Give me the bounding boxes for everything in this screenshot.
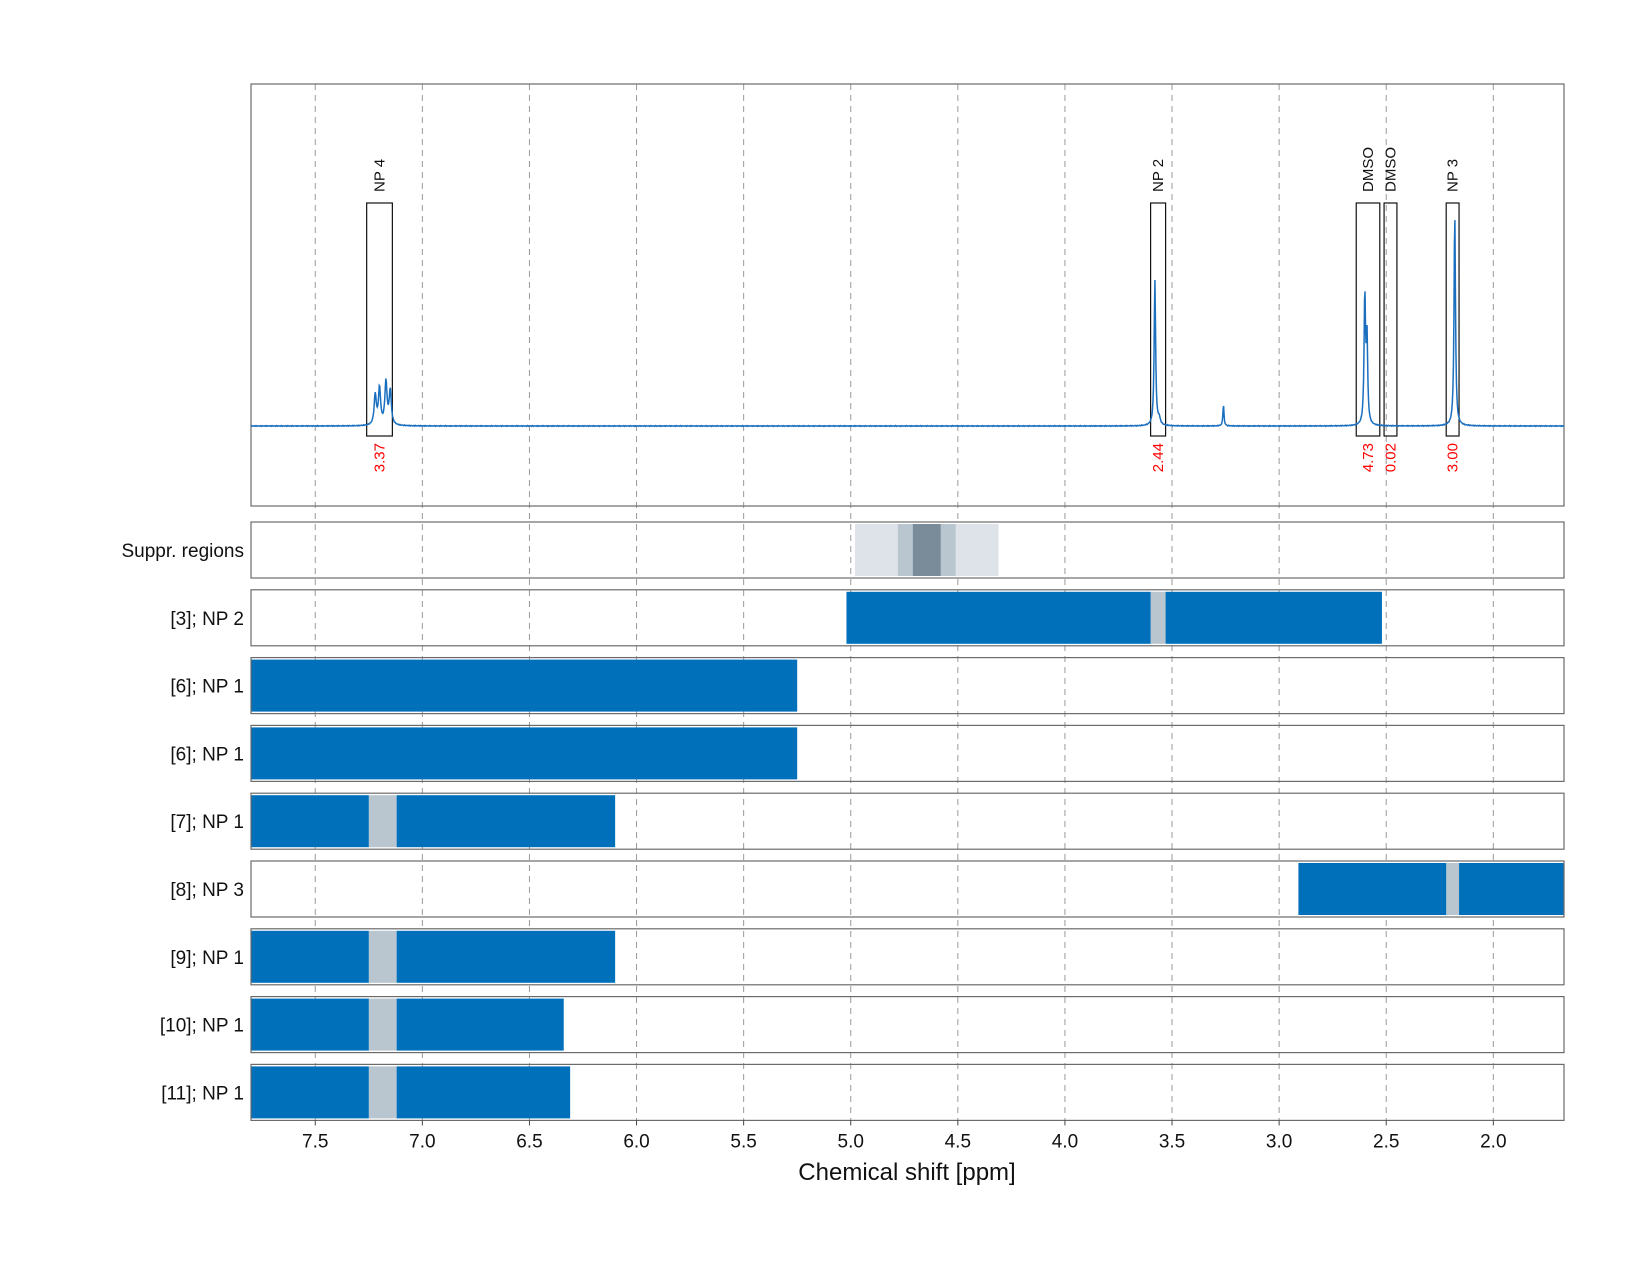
integral-value: 0.02 [1383, 443, 1400, 472]
row-label: [10]; NP 1 [160, 1016, 244, 1037]
range-bar [251, 930, 369, 983]
range-bar [1298, 863, 1447, 915]
row-frame [250, 792, 1565, 850]
range-bar [251, 1066, 369, 1119]
reference-rows: Suppr. regions [3]; NP 2 [6]; NP 1 [6]; NP … [121, 521, 1565, 1122]
x-tick-label: 2.0 [1480, 1131, 1506, 1152]
annotation-label: NP 3 [1445, 159, 1462, 192]
row-frame [250, 724, 1565, 783]
row-frame [250, 995, 1565, 1054]
annotation-box [1150, 202, 1167, 437]
spectrum-line [250, 220, 1565, 428]
range-bar [1165, 591, 1382, 644]
annotation-label: DMSO [1383, 147, 1400, 192]
integral-value: 3.00 [1445, 443, 1462, 472]
row-label-suppression: Suppr. regions [121, 541, 244, 562]
row-frame [250, 928, 1565, 986]
x-tick-label: 6.0 [623, 1131, 649, 1152]
range-bar [396, 998, 564, 1051]
x-tick-label: 4.0 [1052, 1131, 1078, 1152]
row-frame [250, 656, 1565, 715]
range-bar [251, 795, 369, 848]
range-bar [396, 795, 616, 848]
annotation-label: DMSO [1360, 147, 1377, 192]
gap-band [368, 795, 397, 848]
row-label: [7]; NP 1 [170, 812, 244, 833]
row-label: [11]; NP 1 [161, 1083, 244, 1104]
gap-band [1446, 863, 1460, 915]
row-label: [6]; NP 1 [170, 744, 244, 765]
x-tick-label: 7.0 [409, 1131, 435, 1152]
range-bar [396, 1066, 571, 1119]
suppression-band [912, 524, 941, 576]
annotation-label: NP 4 [372, 159, 389, 192]
annotation-box [1355, 202, 1381, 437]
spectrum-frame [250, 83, 1565, 507]
gap-band [368, 998, 397, 1051]
x-tick-label: 4.5 [945, 1131, 971, 1152]
annotation-box [366, 202, 393, 437]
gap-band [368, 1066, 397, 1119]
annotation-box [1445, 202, 1460, 437]
row-label: [8]; NP 3 [170, 880, 244, 901]
range-bar [251, 727, 798, 780]
gap-band [1150, 591, 1166, 644]
x-tick-label: 3.0 [1266, 1131, 1292, 1152]
x-tick-label: 2.5 [1373, 1131, 1399, 1152]
row-label: [9]; NP 1 [170, 948, 244, 969]
integral-value: 2.44 [1150, 443, 1167, 472]
x-axis-title: Chemical shift [ppm] [798, 1159, 1015, 1186]
gap-band [368, 930, 397, 983]
integral-value: 4.73 [1360, 443, 1377, 472]
row-frame [250, 1063, 1565, 1122]
integral-value: 3.37 [372, 443, 389, 472]
annotation-box [1383, 202, 1398, 437]
annotation-label: NP 2 [1150, 159, 1167, 192]
suppression-frame [250, 521, 1565, 579]
x-tick-label: 5.5 [730, 1131, 756, 1152]
x-axis: 7.5 7.0 6.5 6.0 5.5 5.0 4.5 4.0 3.5 3.0 2.5 2.0 [302, 1120, 1507, 1152]
range-bar [251, 659, 798, 712]
x-tick-label: 6.5 [516, 1131, 542, 1152]
range-bar [846, 591, 1151, 644]
spectrum-panel: NP 4 3.37 NP 2 2.44 DMSO 4.73 DMSO 0.02 NP 3 3.00 [250, 83, 1565, 507]
range-bar [396, 930, 616, 983]
x-tick-label: 7.5 [302, 1131, 328, 1152]
row-frame [250, 860, 1565, 918]
range-bar [251, 998, 369, 1051]
range-bar [1459, 863, 1564, 915]
x-tick-label: 5.0 [838, 1131, 864, 1152]
row-label: [6]; NP 1 [170, 677, 244, 698]
row-label: [3]; NP 2 [170, 609, 244, 630]
x-tick-label: 3.5 [1159, 1131, 1185, 1152]
row-frame [250, 589, 1565, 647]
